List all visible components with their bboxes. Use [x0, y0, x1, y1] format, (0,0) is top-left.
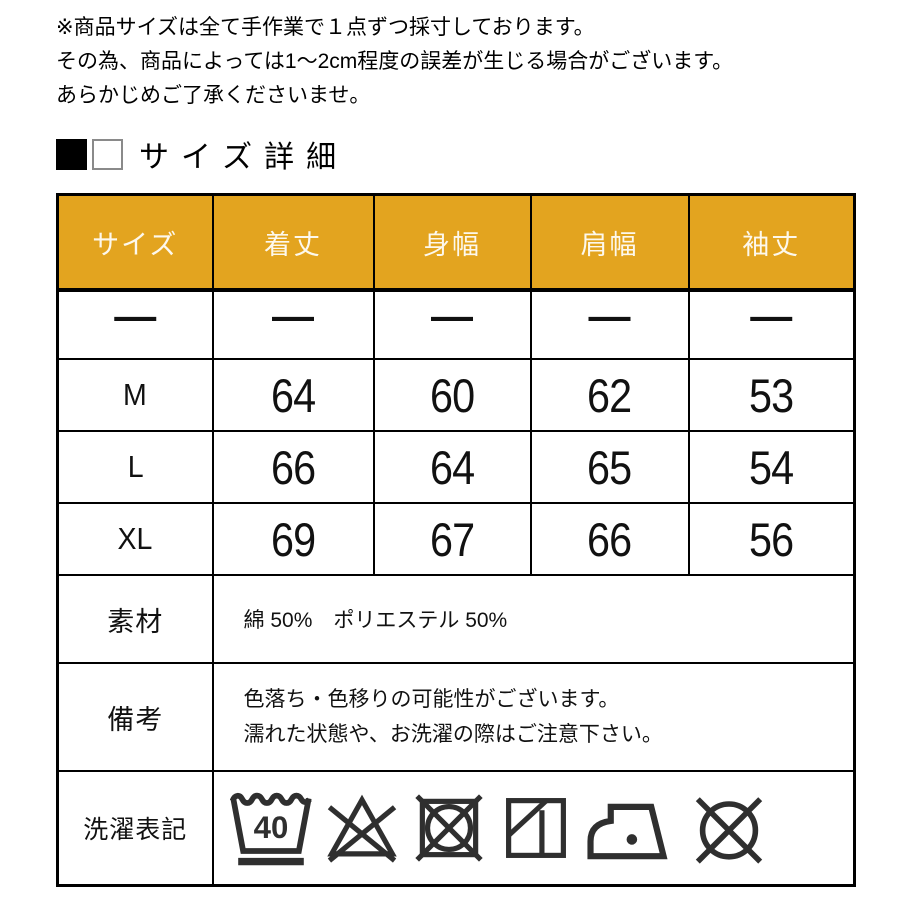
drip-dry-in-shade-icon	[505, 798, 566, 858]
remarks-line-1: 色落ち・色移りの可能性がございます。	[243, 688, 620, 711]
measure-cell: 56	[687, 502, 856, 576]
measure-cell: 60	[372, 358, 532, 432]
size-row-l: L 66 64 65 54	[56, 430, 856, 504]
laundry-row: 洗濯表記 40	[56, 770, 856, 887]
size-row-xl: XL 69 67 66 56	[56, 502, 856, 576]
note-line-2: その為、商品によっては1〜2cm程度の誤差が生じる場合がございます。	[56, 50, 734, 73]
size-label-cell: XL	[56, 502, 214, 576]
wash-40-gentle-icon: 40	[229, 792, 312, 866]
measure-cell: 53	[687, 358, 856, 432]
size-detail-table: サイズ 着丈 身幅 肩幅 袖丈 — — — — — M 64 60 62 53 …	[56, 193, 856, 887]
dash-cell: —	[211, 289, 375, 360]
material-row: 素材 綿 50% ポリエステル 50%	[56, 574, 856, 664]
note-line-1: ※商品サイズは全て手作業で１点ずつ採寸しております。	[56, 16, 595, 39]
black-square-icon	[56, 138, 87, 170]
column-header-sleeve: 袖丈	[687, 193, 856, 292]
white-square-icon	[92, 138, 123, 170]
size-row-m: M 64 60 62 53	[56, 358, 856, 432]
remarks-line-2: 濡れた状態や、お洗濯の際はご注意下さい。	[243, 723, 663, 746]
measure-cell: 62	[529, 358, 690, 432]
laundry-symbols-cell: 40	[211, 770, 856, 887]
section-header: サイズ詳細	[56, 132, 900, 176]
dash-cell: —	[529, 289, 690, 360]
column-header-length: 着丈	[211, 193, 375, 292]
column-header-size: サイズ	[56, 193, 214, 292]
material-value: 綿 50% ポリエステル 50%	[211, 574, 856, 664]
dash-cell: —	[687, 289, 856, 360]
measure-cell: 66	[529, 502, 690, 576]
do-not-dry-clean-icon	[695, 797, 762, 864]
do-not-bleach-icon	[326, 794, 397, 863]
column-header-shoulder: 肩幅	[529, 193, 690, 292]
laundry-symbols: 40	[215, 784, 853, 872]
measure-cell: 69	[211, 502, 375, 576]
table-header-row: サイズ 着丈 身幅 肩幅 袖丈	[56, 193, 856, 292]
size-label-cell: L	[56, 430, 214, 504]
do-not-tumble-dry-icon	[414, 794, 483, 862]
material-label: 素材	[56, 574, 214, 664]
remarks-row: 備考 色落ち・色移りの可能性がございます。 濡れた状態や、お洗濯の際はご注意下さ…	[56, 662, 856, 772]
measure-cell: 65	[529, 430, 690, 504]
remarks-value: 色落ち・色移りの可能性がございます。 濡れた状態や、お洗濯の際はご注意下さい。	[211, 662, 856, 772]
measure-cell: 64	[211, 358, 375, 432]
remarks-label: 備考	[56, 662, 214, 772]
measure-cell: 64	[372, 430, 532, 504]
measure-cell: 66	[211, 430, 375, 504]
laundry-label: 洗濯表記	[56, 770, 214, 887]
dash-row: — — — — —	[56, 289, 856, 360]
section-title: サイズ詳細	[139, 141, 349, 174]
size-label-cell: M	[56, 358, 214, 432]
iron-low-heat-icon	[586, 803, 668, 860]
note-line-3: あらかじめご了承くださいませ。	[56, 84, 371, 107]
dash-cell: —	[56, 289, 214, 360]
dash-cell: —	[372, 289, 532, 360]
product-notes: ※商品サイズは全て手作業で１点ずつ採寸しております。 その為、商品によっては1〜…	[56, 16, 900, 108]
measure-cell: 67	[372, 502, 532, 576]
measure-cell: 54	[687, 430, 856, 504]
svg-text:40: 40	[253, 810, 288, 845]
column-header-width: 身幅	[372, 193, 532, 292]
